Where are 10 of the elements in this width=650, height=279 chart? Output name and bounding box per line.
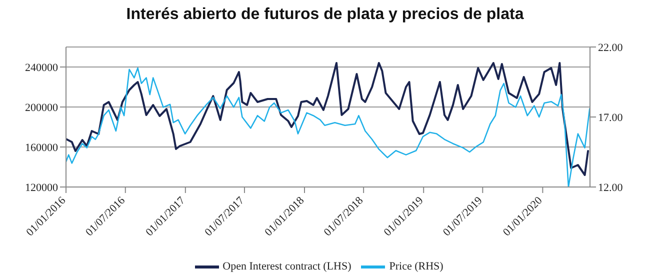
chart-title: Interés abierto de futuros de plata y precios de plata [125, 6, 525, 24]
y2-tick-label: 17.00 [598, 112, 624, 124]
y-tick-label: 200000 [25, 102, 58, 114]
y2-tick-label: 12.00 [598, 182, 624, 194]
y2-tick-label: 22.00 [598, 42, 624, 54]
y-tick-label: 240000 [25, 62, 58, 74]
legend-label: Open Interest contract (LHS) [222, 260, 352, 273]
y-tick-label: 120000 [25, 182, 58, 194]
legend-label: Price (RHS) [389, 260, 444, 273]
y-tick-label: 160000 [25, 142, 58, 154]
